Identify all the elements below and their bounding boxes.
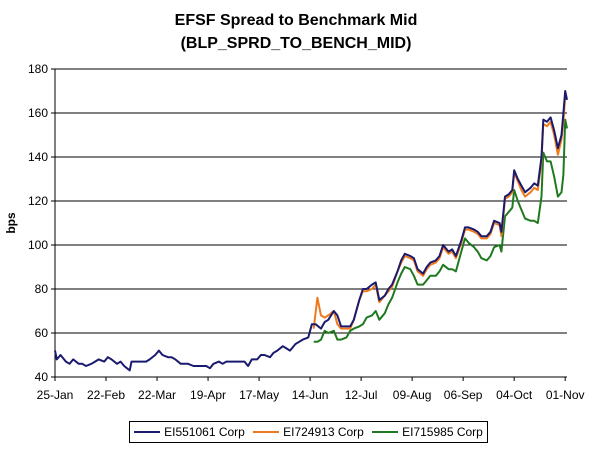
x-tick-label: 14-Jun xyxy=(292,388,329,402)
x-tick-label: 19-Apr xyxy=(190,388,226,402)
y-tick-label: 80 xyxy=(35,282,49,296)
x-tick-label: 06-Sep xyxy=(444,388,483,402)
y-axis-label: bps xyxy=(4,212,18,234)
series-line xyxy=(312,94,568,330)
x-tick-label: 25-Jan xyxy=(37,388,74,402)
legend-label: EI551061 Corp xyxy=(164,425,245,439)
legend-item: EI551061 Corp xyxy=(134,425,245,439)
x-tick-label: 01-Nov xyxy=(546,388,585,402)
x-tick-label: 22-Feb xyxy=(87,388,125,402)
legend-label: EI715985 Corp xyxy=(402,425,483,439)
x-tick-label: 17-May xyxy=(239,388,279,402)
legend-label: EI724913 Corp xyxy=(283,425,364,439)
series-line xyxy=(54,90,568,372)
legend-swatch xyxy=(372,431,399,433)
legend-swatch xyxy=(134,431,161,433)
y-tick-label: 40 xyxy=(35,370,49,384)
x-tick-label: 22-Mar xyxy=(138,388,176,402)
x-tick-label: 09-Aug xyxy=(393,388,432,402)
y-tick-label: 120 xyxy=(28,194,48,208)
y-tick-label: 140 xyxy=(28,150,48,164)
series-line xyxy=(313,118,568,343)
y-tick-label: 100 xyxy=(28,238,48,252)
y-tick-label: 160 xyxy=(28,106,48,120)
legend-item: EI715985 Corp xyxy=(372,425,483,439)
x-tick-label: 04-Oct xyxy=(496,388,533,402)
legend: EI551061 Corp EI724913 Corp EI715985 Cor… xyxy=(129,421,488,443)
legend-swatch xyxy=(253,431,280,433)
y-tick-label: 180 xyxy=(28,62,48,76)
y-tick-label: 60 xyxy=(35,326,49,340)
x-tick-label: 12-Jul xyxy=(345,388,378,402)
chart-title: EFSF Spread to Benchmark Mid xyxy=(174,12,418,29)
legend-item: EI724913 Corp xyxy=(253,425,364,439)
chart-subtitle: (BLP_SPRD_TO_BENCH_MID) xyxy=(180,35,412,52)
